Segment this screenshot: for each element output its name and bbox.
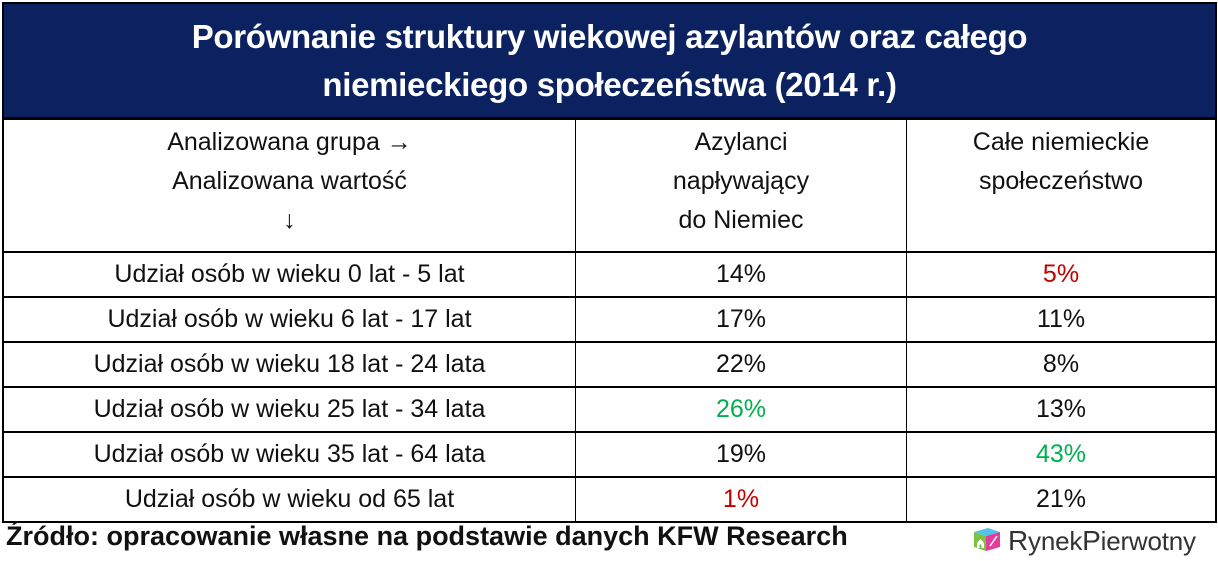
- table-row: Udział osób w wieku od 65 lat 1% 21%: [4, 476, 1215, 521]
- header-row: Analizowana grupa → Analizowana wartość …: [4, 119, 1215, 253]
- germany-value: 8%: [906, 341, 1215, 388]
- header-cell-germany: Całe niemieckie społeczeństwo: [906, 119, 1215, 253]
- logo-r: R: [1008, 524, 1029, 556]
- logo-wordmark: RynekPierwotny: [1008, 525, 1196, 557]
- header-cell-group: Analizowana grupa → Analizowana wartość …: [4, 119, 576, 253]
- logo-ynek: ynek: [1028, 525, 1083, 556]
- title-banner: Porównanie struktury wiekowej azylantów …: [4, 4, 1215, 119]
- row-label: Udział osób w wieku od 65 lat: [4, 476, 576, 521]
- germany-value: 5%: [906, 251, 1215, 298]
- title-line-2: niemieckiego społeczeństwa (2014 r.): [322, 65, 897, 103]
- asylum-value: 1%: [575, 476, 907, 521]
- asylum-value: 22%: [575, 341, 907, 388]
- row-label: Udział osób w wieku 35 lat - 64 lata: [4, 431, 576, 478]
- germany-value: 21%: [906, 476, 1215, 521]
- header-value-label: Analizowana wartość: [172, 167, 407, 195]
- source-note: Źródło: opracowanie własne na podstawie …: [6, 521, 848, 551]
- header-group-label: Analizowana grupa →: [167, 128, 412, 156]
- germany-value: 13%: [906, 386, 1215, 433]
- title-line-1: Porównanie struktury wiekowej azylantów …: [191, 17, 1028, 55]
- logo-ierwotny: ierwotny: [1100, 525, 1196, 556]
- row-label: Udział osób w wieku 18 lat - 24 lata: [4, 341, 576, 388]
- logo-p: P: [1082, 524, 1101, 556]
- table-row: Udział osób w wieku 0 lat - 5 lat 14% 5%: [4, 251, 1215, 298]
- germany-value: 43%: [906, 431, 1215, 478]
- row-label: Udział osób w wieku 25 lat - 34 lata: [4, 386, 576, 433]
- header-asylum-line-1: Azylanci: [694, 128, 788, 156]
- rynekpierwotny-logo: RynekPierwotny: [972, 524, 1196, 557]
- table-row: Udział osób w wieku 25 lat - 34 lata 26%…: [4, 386, 1215, 433]
- table-row: Udział osób w wieku 6 lat - 17 lat 17% 1…: [4, 296, 1215, 343]
- table-row: Udział osób w wieku 18 lat - 24 lata 22%…: [4, 341, 1215, 388]
- asylum-value: 19%: [575, 431, 907, 478]
- header-cell-asylum: Azylanci napływający do Niemiec: [575, 119, 907, 253]
- table-row: Udział osób w wieku 35 lat - 64 lata 19%…: [4, 431, 1215, 478]
- header-germany-line-2: społeczeństwo: [979, 167, 1143, 195]
- row-label: Udział osób w wieku 6 lat - 17 lat: [4, 296, 576, 343]
- header-asylum-line-2: napływający: [672, 167, 810, 195]
- age-structure-table: Analizowana grupa → Analizowana wartość …: [4, 119, 1215, 521]
- header-germany-line-1: Całe niemieckie: [972, 128, 1150, 156]
- page-title: Porównanie struktury wiekowej azylantów …: [192, 13, 1028, 109]
- arrow-down-icon: ↓: [283, 206, 296, 234]
- asylum-value: 14%: [575, 251, 907, 298]
- house-cube-icon: [972, 524, 1002, 557]
- row-label: Udział osób w wieku 0 lat - 5 lat: [4, 251, 576, 298]
- data-table-frame: Porównanie struktury wiekowej azylantów …: [2, 2, 1217, 523]
- asylum-value: 17%: [575, 296, 907, 343]
- germany-value: 11%: [906, 296, 1215, 343]
- header-asylum-line-3: do Niemiec: [678, 206, 804, 234]
- asylum-value: 26%: [575, 386, 907, 433]
